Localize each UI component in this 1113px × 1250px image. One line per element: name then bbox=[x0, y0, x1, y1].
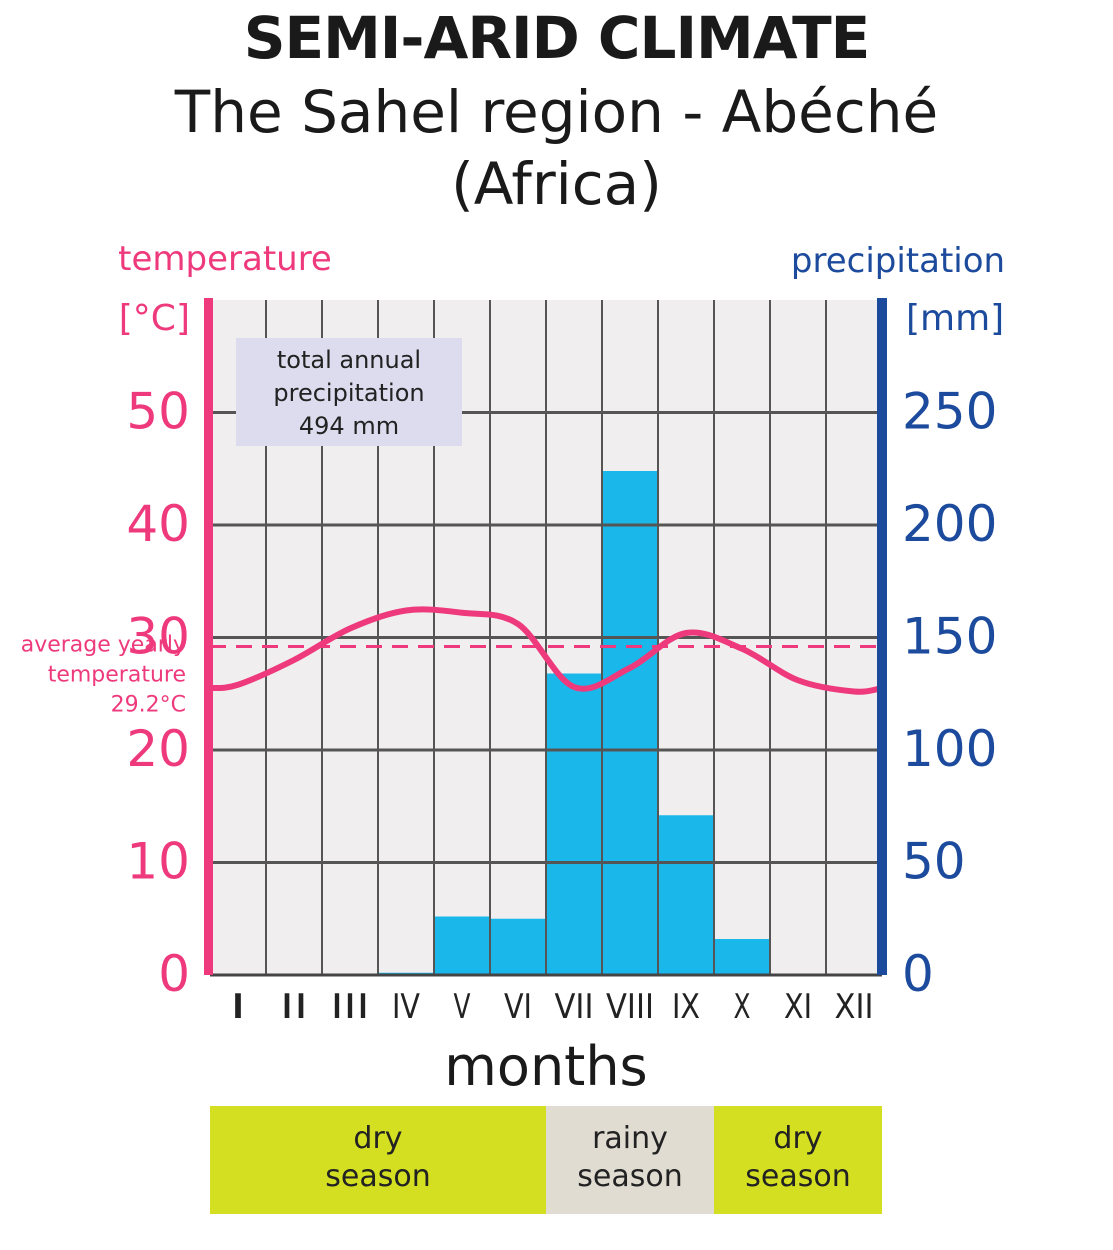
annotation-box bbox=[236, 338, 462, 446]
right-axis-line bbox=[877, 298, 887, 975]
month-label: IX bbox=[672, 987, 700, 1027]
average-temperature-label: 29.2°C bbox=[111, 693, 186, 718]
left-axis-tick-label: 40 bbox=[126, 495, 190, 553]
left-axis-title: temperature bbox=[118, 239, 332, 279]
chart-subtitle-line2: (Africa) bbox=[451, 150, 662, 218]
precipitation-bar bbox=[602, 471, 658, 975]
month-label: IV bbox=[392, 987, 420, 1027]
month-label: X bbox=[734, 987, 751, 1027]
season-block bbox=[714, 1106, 882, 1214]
month-label: V bbox=[454, 987, 471, 1027]
season-label: rainy bbox=[592, 1121, 668, 1156]
right-axis-tick-label: 100 bbox=[902, 720, 997, 778]
left-axis-tick-label: 0 bbox=[158, 945, 190, 1003]
left-axis-tick-label: 50 bbox=[126, 383, 190, 441]
season-label: dry bbox=[353, 1121, 402, 1156]
month-label: XI bbox=[784, 987, 812, 1027]
average-temperature-label: temperature bbox=[48, 663, 186, 688]
right-axis-tick-label: 50 bbox=[902, 833, 966, 891]
left-axis-unit: [°C] bbox=[119, 298, 190, 339]
month-label: VII bbox=[555, 987, 594, 1027]
month-label: VIII bbox=[606, 987, 654, 1027]
season-block bbox=[210, 1106, 546, 1214]
precipitation-bar bbox=[546, 673, 602, 975]
annotation-text: precipitation bbox=[273, 379, 424, 407]
season-label: dry bbox=[773, 1121, 822, 1156]
precipitation-bar bbox=[434, 916, 490, 975]
season-block bbox=[546, 1106, 714, 1214]
month-label: II bbox=[280, 987, 308, 1027]
right-axis-tick-label: 200 bbox=[902, 495, 997, 553]
right-axis-title: precipitation bbox=[791, 241, 1005, 281]
precipitation-bar bbox=[714, 939, 770, 975]
precipitation-bar bbox=[490, 918, 546, 975]
right-axis-unit: [mm] bbox=[906, 298, 1004, 339]
left-axis-tick-label: 20 bbox=[126, 720, 190, 778]
season-label: season bbox=[577, 1159, 682, 1194]
annotation-text: 494 mm bbox=[299, 412, 399, 440]
right-axis-tick-label: 150 bbox=[902, 608, 997, 666]
month-label: XII bbox=[835, 987, 874, 1027]
right-axis-tick-label: 250 bbox=[902, 383, 997, 441]
left-axis-tick-label: 10 bbox=[126, 833, 190, 891]
left-axis-line bbox=[204, 298, 213, 975]
month-label: III bbox=[331, 987, 370, 1027]
left-axis-tick-label: 30 bbox=[126, 608, 190, 666]
average-temperature-label: average yearly bbox=[21, 633, 186, 658]
chart-title: SEMI-ARID CLIMATE bbox=[243, 4, 871, 72]
chart-subtitle-line1: The Sahel region - Abéché bbox=[174, 78, 939, 146]
month-label: VI bbox=[504, 987, 532, 1027]
annotation-text: total annual bbox=[277, 346, 421, 374]
season-label: season bbox=[325, 1159, 430, 1194]
precipitation-bar bbox=[658, 815, 714, 975]
right-axis-tick-label: 0 bbox=[902, 945, 934, 1003]
season-label: season bbox=[745, 1159, 850, 1194]
temperature-line bbox=[207, 606, 885, 695]
month-label: I bbox=[230, 987, 247, 1027]
x-axis-title: months bbox=[444, 1035, 647, 1098]
